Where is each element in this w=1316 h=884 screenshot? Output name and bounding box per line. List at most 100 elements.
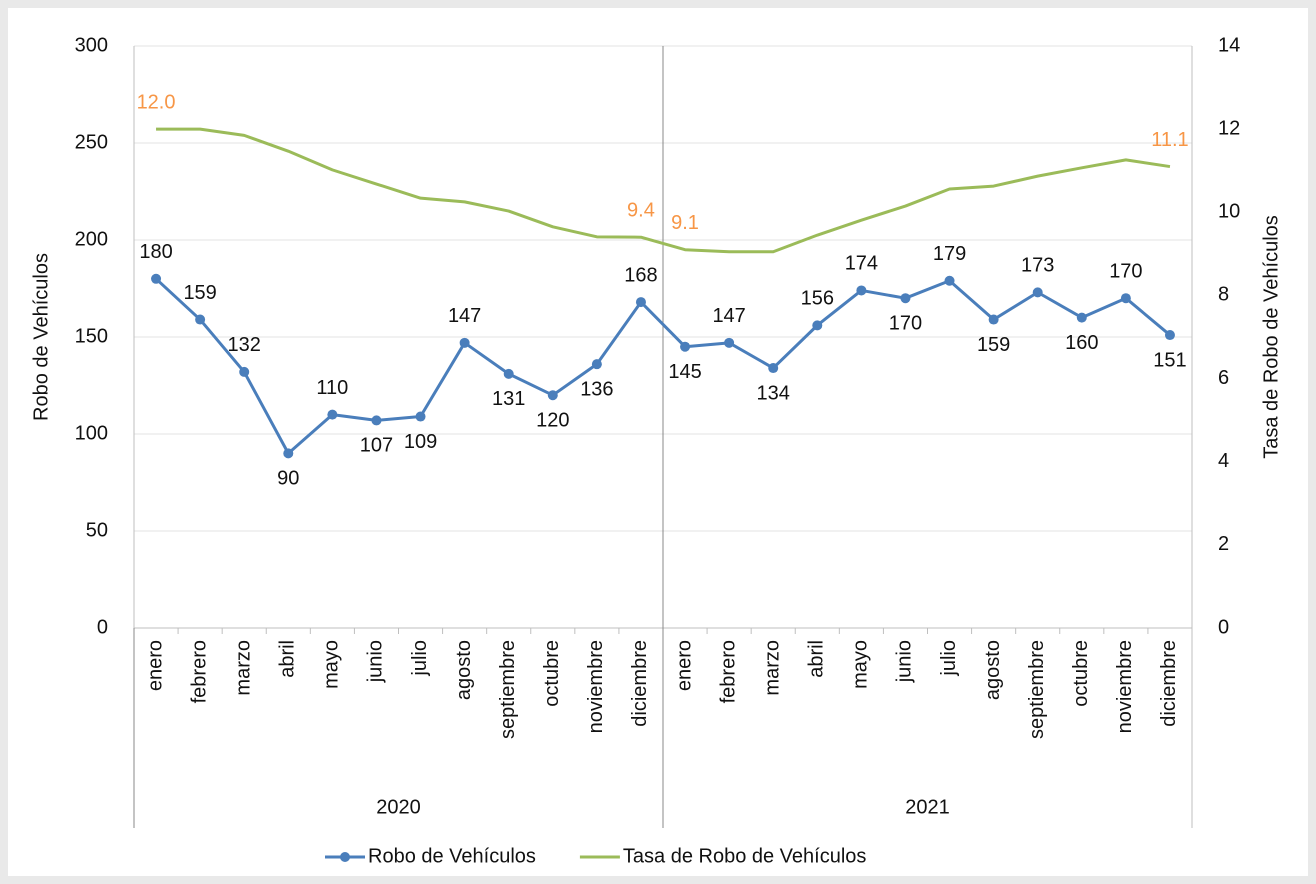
x-tick-label: noviembre xyxy=(1114,640,1136,733)
x-tick-label: febrero xyxy=(188,640,210,703)
y-tick-label: 0 xyxy=(97,616,108,638)
point xyxy=(1120,293,1131,304)
x-tick-label: abril xyxy=(806,640,828,678)
x-tick-label: mayo xyxy=(321,640,343,689)
data-label: 9.1 xyxy=(671,212,699,234)
point xyxy=(547,390,558,401)
x-tick-label: julio xyxy=(938,640,960,677)
y-tick-label: 300 xyxy=(75,34,108,56)
group-label: 2020 xyxy=(376,796,421,818)
point xyxy=(944,275,955,286)
data-label: 170 xyxy=(889,312,922,334)
x-tick-label: noviembre xyxy=(585,640,607,733)
data-label: 160 xyxy=(1065,332,1098,354)
data-label: 156 xyxy=(801,288,834,310)
x-tick-label: junio xyxy=(365,640,387,683)
x-tick-label: julio xyxy=(409,640,431,677)
y2-tick-label: 6 xyxy=(1218,367,1229,389)
data-label: 159 xyxy=(977,334,1010,356)
point xyxy=(724,337,735,348)
x-tick-label: agosto xyxy=(982,640,1004,700)
y2-tick-label: 14 xyxy=(1218,34,1240,56)
x-tick-label: septiembre xyxy=(497,640,519,739)
legend-label: Tasa de Robo de Vehículos xyxy=(623,845,867,867)
y2-tick-label: 2 xyxy=(1218,533,1229,555)
point xyxy=(635,297,646,308)
data-label: 131 xyxy=(492,388,525,410)
x-tick-label: enero xyxy=(673,640,695,691)
data-label: 145 xyxy=(668,361,701,383)
series-line xyxy=(155,277,1171,455)
x-tick-label: septiembre xyxy=(1026,640,1048,739)
point xyxy=(151,273,162,284)
data-label: 168 xyxy=(624,264,657,286)
point xyxy=(988,314,999,325)
y2-tick-label: 4 xyxy=(1218,450,1229,472)
point xyxy=(900,293,911,304)
x-tick-label: abril xyxy=(277,640,299,678)
data-label: 107 xyxy=(360,435,393,457)
y2-tick-label: 12 xyxy=(1218,117,1240,139)
y2-axis-title: Tasa de Robo de Vehículos xyxy=(1260,215,1282,459)
x-tick-label: marzo xyxy=(232,640,254,696)
x-tick-label: diciembre xyxy=(1158,640,1180,727)
x-tick-label: junio xyxy=(894,640,916,683)
data-label: 9.4 xyxy=(627,200,655,222)
data-label: 110 xyxy=(316,377,348,399)
data-label: 136 xyxy=(580,378,613,400)
data-label: 151 xyxy=(1153,349,1186,371)
data-label: 173 xyxy=(1021,255,1054,277)
x-tick-label: marzo xyxy=(761,640,783,696)
series-line xyxy=(156,127,1171,254)
y-tick-label: 250 xyxy=(75,131,108,153)
legend-label: Robo de Vehículos xyxy=(368,845,536,867)
chart-background xyxy=(8,8,1308,876)
x-tick-label: octubre xyxy=(1070,640,1092,707)
point xyxy=(327,409,338,420)
x-tick-label: febrero xyxy=(717,640,739,703)
data-label: 180 xyxy=(139,241,172,263)
data-label: 147 xyxy=(448,305,481,327)
data-label: 174 xyxy=(845,253,878,275)
group-label: 2021 xyxy=(905,796,950,818)
data-label: 90 xyxy=(277,468,299,490)
point xyxy=(239,366,250,377)
y2-tick-label: 8 xyxy=(1218,284,1229,306)
x-tick-label: diciembre xyxy=(629,640,651,727)
y-tick-label: 200 xyxy=(75,228,108,250)
point xyxy=(1076,312,1087,323)
y-tick-label: 100 xyxy=(75,422,108,444)
point xyxy=(1164,330,1175,341)
data-label: 11.1 xyxy=(1151,129,1188,151)
y2-tick-label: 0 xyxy=(1218,616,1229,638)
data-label: 120 xyxy=(536,409,569,431)
point xyxy=(459,337,470,348)
point xyxy=(503,368,514,379)
x-tick-label: agosto xyxy=(453,640,475,700)
x-tick-label: enero xyxy=(144,640,166,691)
data-label: 109 xyxy=(404,431,437,453)
point xyxy=(812,320,823,331)
point xyxy=(768,363,779,374)
data-label: 12.0 xyxy=(137,91,176,113)
data-label: 179 xyxy=(933,243,966,265)
data-label: 159 xyxy=(183,282,216,304)
point xyxy=(415,411,426,422)
y2-tick-label: 10 xyxy=(1218,201,1240,223)
point xyxy=(856,285,867,296)
y-axis-title: Robo de Vehículos xyxy=(30,253,52,421)
point xyxy=(680,341,691,352)
point xyxy=(371,415,382,426)
data-label: 147 xyxy=(712,305,745,327)
point xyxy=(1032,287,1043,298)
y-tick-label: 150 xyxy=(75,325,108,347)
point xyxy=(283,448,294,459)
data-label: 170 xyxy=(1109,260,1142,282)
data-label: 134 xyxy=(757,382,790,404)
legend-marker xyxy=(340,852,350,862)
point xyxy=(591,359,602,370)
data-label: 132 xyxy=(228,334,261,356)
y-tick-label: 50 xyxy=(86,519,108,541)
